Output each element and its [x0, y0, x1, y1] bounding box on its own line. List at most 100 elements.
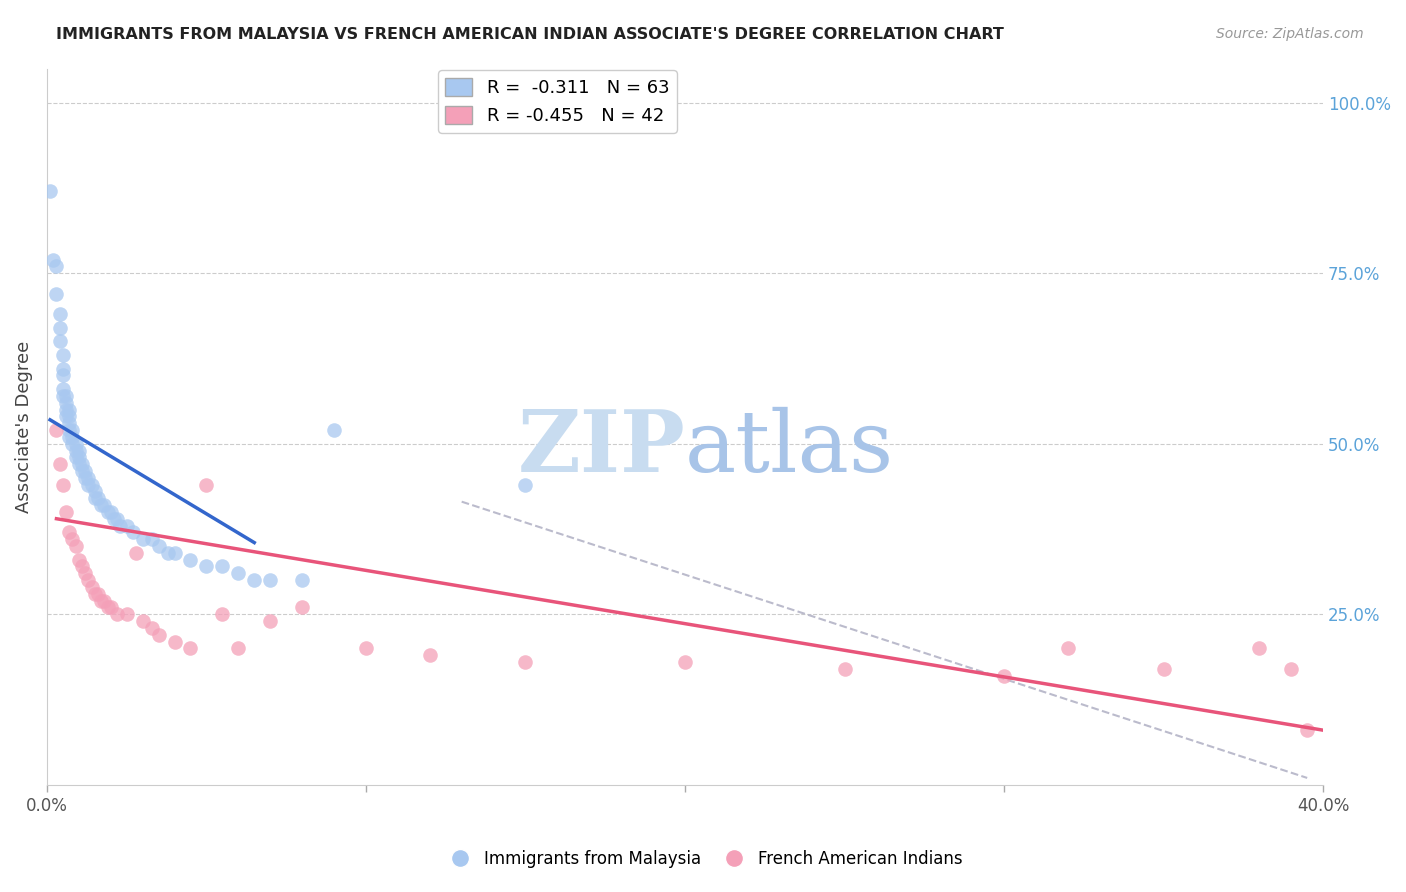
- Point: [55, 396, 77, 410]
- Point: [83, 491, 105, 506]
- Point: [1057, 641, 1080, 656]
- Point: [83, 484, 105, 499]
- Point: [52, 348, 75, 362]
- Point: [62, 436, 84, 450]
- Point: [67, 552, 90, 566]
- Point: [65, 443, 87, 458]
- Point: [259, 614, 281, 628]
- Point: [87, 587, 110, 601]
- Point: [42, 252, 65, 267]
- Point: [65, 450, 87, 465]
- Point: [58, 423, 80, 437]
- Point: [115, 518, 138, 533]
- Point: [58, 430, 80, 444]
- Point: [1279, 662, 1302, 676]
- Point: [291, 573, 314, 587]
- Point: [67, 450, 90, 465]
- Point: [58, 402, 80, 417]
- Point: [62, 430, 84, 444]
- Point: [90, 498, 112, 512]
- Point: [103, 512, 125, 526]
- Point: [67, 443, 90, 458]
- Point: [93, 498, 115, 512]
- Point: [125, 546, 148, 560]
- Point: [195, 477, 218, 491]
- Point: [52, 361, 75, 376]
- Point: [131, 614, 153, 628]
- Point: [515, 477, 537, 491]
- Point: [55, 389, 77, 403]
- Point: [87, 491, 110, 506]
- Point: [93, 593, 115, 607]
- Point: [673, 655, 696, 669]
- Point: [291, 600, 314, 615]
- Point: [48, 334, 70, 349]
- Text: IMMIGRANTS FROM MALAYSIA VS FRENCH AMERICAN INDIAN ASSOCIATE'S DEGREE CORRELATIO: IMMIGRANTS FROM MALAYSIA VS FRENCH AMERI…: [56, 27, 1004, 42]
- Point: [58, 525, 80, 540]
- Point: [45, 423, 67, 437]
- Point: [131, 532, 153, 546]
- Legend: R =  -0.311   N = 63, R = -0.455   N = 42: R = -0.311 N = 63, R = -0.455 N = 42: [439, 70, 676, 133]
- Point: [52, 477, 75, 491]
- Point: [80, 580, 103, 594]
- Point: [70, 559, 93, 574]
- Point: [105, 607, 128, 622]
- Point: [100, 505, 122, 519]
- Point: [148, 539, 170, 553]
- Point: [55, 505, 77, 519]
- Legend: Immigrants from Malaysia, French American Indians: Immigrants from Malaysia, French America…: [437, 844, 969, 875]
- Point: [122, 525, 145, 540]
- Point: [1153, 662, 1175, 676]
- Y-axis label: Associate's Degree: Associate's Degree: [15, 341, 32, 513]
- Point: [55, 402, 77, 417]
- Point: [48, 320, 70, 334]
- Point: [110, 518, 132, 533]
- Point: [163, 634, 186, 648]
- Point: [100, 600, 122, 615]
- Text: atlas: atlas: [685, 407, 894, 490]
- Point: [70, 464, 93, 478]
- Text: ZIP: ZIP: [517, 406, 685, 490]
- Point: [259, 573, 281, 587]
- Point: [323, 423, 346, 437]
- Point: [148, 628, 170, 642]
- Point: [80, 477, 103, 491]
- Point: [243, 573, 266, 587]
- Point: [45, 260, 67, 274]
- Point: [96, 505, 118, 519]
- Point: [70, 457, 93, 471]
- Point: [1296, 723, 1319, 738]
- Point: [157, 546, 180, 560]
- Point: [211, 607, 233, 622]
- Point: [52, 389, 75, 403]
- Point: [83, 587, 105, 601]
- Point: [228, 566, 250, 581]
- Point: [354, 641, 377, 656]
- Point: [55, 409, 77, 424]
- Point: [75, 471, 97, 485]
- Point: [77, 471, 100, 485]
- Point: [1249, 641, 1271, 656]
- Point: [141, 621, 163, 635]
- Point: [179, 552, 201, 566]
- Point: [211, 559, 233, 574]
- Point: [48, 307, 70, 321]
- Point: [58, 409, 80, 424]
- Point: [195, 559, 218, 574]
- Point: [62, 423, 84, 437]
- Point: [515, 655, 537, 669]
- Point: [141, 532, 163, 546]
- Point: [52, 368, 75, 383]
- Point: [39, 184, 62, 198]
- Point: [67, 457, 90, 471]
- Point: [834, 662, 856, 676]
- Point: [90, 593, 112, 607]
- Point: [75, 566, 97, 581]
- Point: [65, 539, 87, 553]
- Point: [105, 512, 128, 526]
- Text: Source: ZipAtlas.com: Source: ZipAtlas.com: [1216, 27, 1364, 41]
- Point: [419, 648, 441, 662]
- Point: [993, 668, 1015, 682]
- Point: [228, 641, 250, 656]
- Point: [77, 573, 100, 587]
